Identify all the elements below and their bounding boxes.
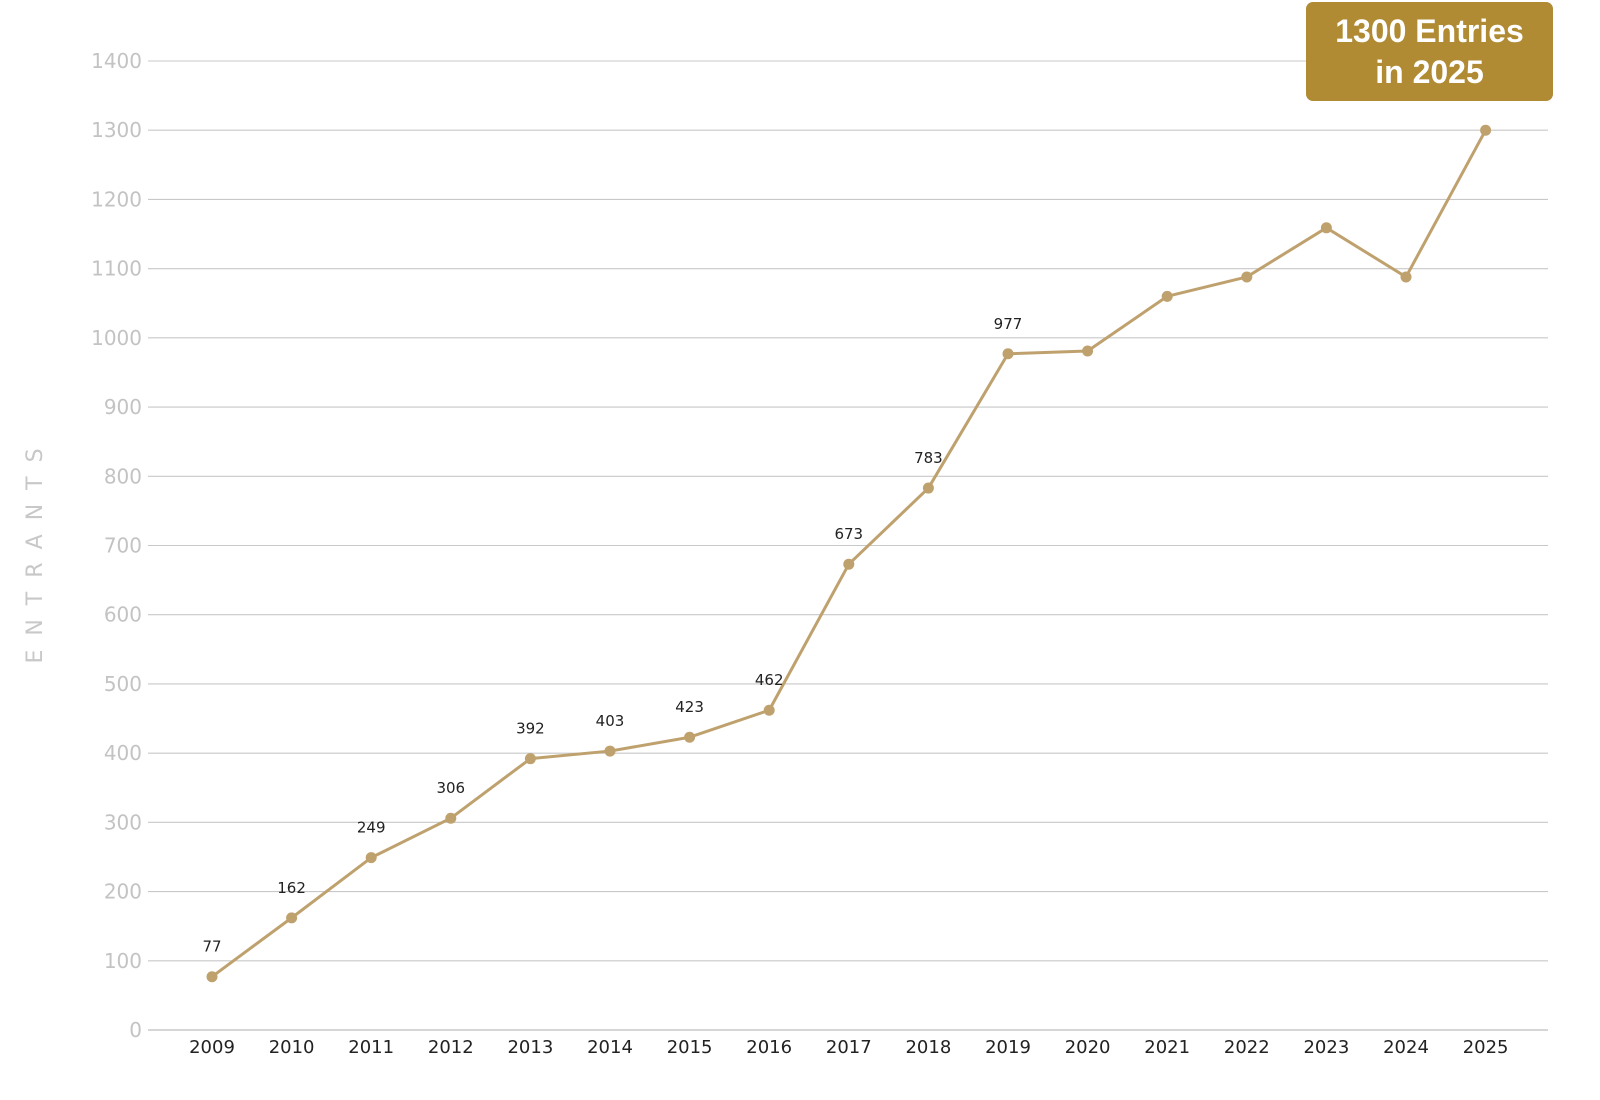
y-tick-label: 700 — [104, 534, 142, 558]
y-tick-label: 800 — [104, 464, 142, 488]
data-label: 77 — [202, 938, 221, 956]
x-tick-label: 2011 — [348, 1037, 394, 1058]
x-tick-label: 2025 — [1463, 1037, 1509, 1058]
y-tick-label: 600 — [104, 603, 142, 627]
data-label: 306 — [436, 779, 465, 797]
data-point — [524, 753, 536, 765]
data-point — [206, 971, 218, 983]
y-axis-label: ENTRANTS — [23, 434, 48, 663]
data-point — [763, 704, 775, 716]
x-tick-label: 2022 — [1224, 1037, 1270, 1058]
data-label: 783 — [914, 449, 943, 467]
x-tick-label: 2021 — [1144, 1037, 1190, 1058]
callout-line1: 1300 Entries — [1335, 12, 1524, 49]
x-tick-label: 2019 — [985, 1037, 1031, 1058]
data-point — [684, 731, 696, 743]
y-tick-label: 400 — [104, 741, 142, 765]
data-point — [1002, 348, 1014, 360]
data-point — [1161, 290, 1173, 302]
data-point — [1320, 222, 1332, 234]
x-tick-label: 2018 — [905, 1037, 951, 1058]
x-tick-label: 2009 — [189, 1037, 235, 1058]
y-tick-label: 100 — [104, 949, 142, 973]
x-tick-label: 2014 — [587, 1037, 633, 1058]
data-point — [922, 482, 934, 494]
y-tick-label: 1100 — [91, 257, 142, 281]
data-label: 162 — [277, 879, 306, 897]
y-tick-label: 300 — [104, 810, 142, 834]
x-tick-label: 2016 — [746, 1037, 792, 1058]
x-tick-label: 2013 — [507, 1037, 553, 1058]
data-label: 462 — [755, 671, 784, 689]
x-tick-label: 2015 — [667, 1037, 713, 1058]
data-labels: 77 162 249 306 392 403 423 462 673 783 977 — [202, 315, 1022, 956]
y-tick-label: 1000 — [91, 326, 142, 350]
x-tick-label: 2012 — [428, 1037, 474, 1058]
data-point — [843, 558, 855, 570]
x-tick-label: 2020 — [1065, 1037, 1111, 1058]
y-tick-label: 200 — [104, 880, 142, 904]
data-label: 249 — [357, 819, 386, 837]
y-tick-label: 1400 — [91, 49, 142, 73]
data-point — [365, 852, 377, 864]
x-tick-label: 2017 — [826, 1037, 872, 1058]
y-tick-label: 500 — [104, 672, 142, 696]
data-point — [1241, 271, 1253, 283]
callout-line2: in 2025 — [1375, 53, 1484, 90]
grid-lines — [148, 60, 1548, 1031]
data-label: 977 — [994, 315, 1023, 333]
data-point — [1082, 345, 1094, 357]
callout-badge: 1300 Entries in 2025 — [1306, 2, 1553, 101]
data-label: 403 — [596, 712, 625, 730]
data-point — [1400, 271, 1412, 283]
x-axis-ticks: 2009 2010 2011 2012 2013 2014 2015 2016 2017 2018… — [189, 1037, 1508, 1058]
y-axis-ticks: 0 100 200 300 400 500 600 700 800 900 1000 1100 1200… — [91, 49, 142, 1042]
series-line — [210, 128, 1488, 979]
data-point — [604, 745, 616, 757]
data-point — [1480, 124, 1492, 136]
data-point — [286, 912, 298, 924]
y-tick-label: 1300 — [91, 118, 142, 142]
x-tick-label: 2024 — [1383, 1037, 1429, 1058]
y-tick-label: 1200 — [91, 187, 142, 211]
x-tick-label: 2010 — [269, 1037, 315, 1058]
data-label: 392 — [516, 720, 545, 738]
data-label: 673 — [834, 525, 863, 543]
series-layer — [206, 124, 1492, 983]
y-tick-label: 900 — [104, 395, 142, 419]
data-point — [445, 812, 457, 824]
x-tick-label: 2023 — [1303, 1037, 1349, 1058]
y-tick-label: 0 — [129, 1018, 142, 1042]
data-label: 423 — [675, 698, 704, 716]
